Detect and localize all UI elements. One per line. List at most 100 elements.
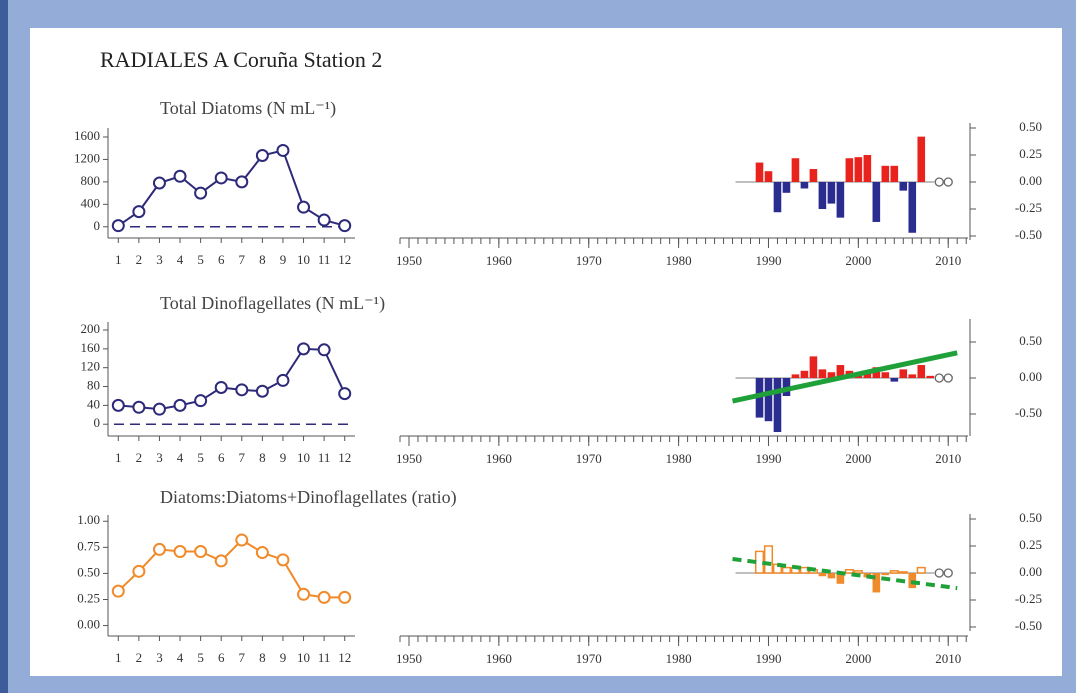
x-tick-label: 1980 (666, 253, 692, 268)
x-tick-label: 2 (136, 252, 143, 267)
y-tick-label: 0.25 (1019, 537, 1042, 552)
y-tick-label: 120 (81, 359, 101, 374)
point (194, 186, 208, 200)
x-tick-label: 1950 (396, 651, 422, 666)
x-tick-label: 2 (136, 450, 143, 465)
x-tick-label: 1 (115, 252, 122, 267)
point (297, 342, 311, 356)
x-tick-label: 11 (318, 650, 331, 665)
y-tick-label: 1600 (74, 128, 100, 143)
x-tick-label: 2000 (845, 651, 871, 666)
x-tick-label: 5 (197, 252, 204, 267)
y-tick-label: 0.00 (1019, 173, 1042, 188)
x-tick-label: 2010 (935, 651, 961, 666)
point (132, 564, 146, 578)
x-tick-label: 1970 (576, 451, 602, 466)
y-tick-label: 0.25 (1019, 146, 1042, 161)
y-tick-label: 0 (94, 218, 101, 233)
y-tick-label: -0.50 (1015, 227, 1042, 242)
missing-marker (943, 568, 953, 578)
x-tick-label: 11 (318, 252, 331, 267)
bar (827, 372, 836, 378)
x-tick-label: 5 (197, 450, 204, 465)
bar (809, 356, 818, 378)
x-tick-label: 1970 (576, 651, 602, 666)
x-tick-label: 12 (338, 450, 351, 465)
missing-marker (934, 177, 944, 187)
x-tick-label: 10 (297, 252, 310, 267)
bar (836, 365, 845, 378)
point (214, 554, 228, 568)
point (214, 380, 228, 394)
y-tick-label: -0.50 (1015, 618, 1042, 633)
x-tick-label: 3 (156, 650, 163, 665)
bar (863, 155, 872, 182)
bar (908, 374, 917, 378)
x-tick-label: 1960 (486, 253, 512, 268)
y-tick-label: -0.50 (1015, 405, 1042, 420)
x-tick-label: 6 (218, 252, 225, 267)
y-tick-label: 1.00 (77, 512, 100, 527)
y-tick-label: 0 (94, 415, 101, 430)
x-tick-label: 1 (115, 650, 122, 665)
x-tick-label: 3 (156, 252, 163, 267)
bar (764, 171, 773, 182)
x-tick-label: 2 (136, 650, 143, 665)
x-tick-label: 9 (280, 450, 287, 465)
x-tick-label: 7 (239, 650, 246, 665)
point (152, 176, 166, 190)
bar (872, 182, 881, 222)
point (317, 590, 331, 604)
bar (754, 550, 765, 574)
bar (872, 573, 881, 593)
point (111, 219, 125, 233)
point (235, 533, 249, 547)
x-tick-label: 1950 (396, 253, 422, 268)
x-tick-label: 8 (259, 450, 266, 465)
bar (773, 182, 782, 213)
x-tick-label: 2000 (845, 253, 871, 268)
bar (773, 378, 782, 432)
point (317, 343, 331, 357)
bar (926, 375, 935, 378)
x-tick-label: 12 (338, 650, 351, 665)
y-tick-label: 80 (87, 378, 100, 393)
x-tick-label: 1990 (755, 451, 781, 466)
missing-marker (934, 373, 944, 383)
point (235, 175, 249, 189)
point (255, 149, 269, 162)
trend-line (732, 556, 958, 591)
y-tick-label: 400 (81, 195, 101, 210)
bar (881, 372, 890, 378)
bar (890, 378, 899, 382)
x-tick-label: 1980 (666, 451, 692, 466)
bar (791, 374, 800, 378)
bar (764, 378, 773, 422)
x-tick-label: 8 (259, 650, 266, 665)
x-tick-label: 1990 (755, 651, 781, 666)
x-tick-label: 4 (177, 450, 184, 465)
bar (899, 182, 908, 191)
x-tick-label: 1980 (666, 651, 692, 666)
x-tick-label: 1970 (576, 253, 602, 268)
missing-marker (943, 177, 953, 187)
chart-subtitle: Total Dinoflagellates (N mL⁻¹) (160, 293, 385, 314)
bar (917, 136, 926, 182)
bar (791, 158, 800, 182)
x-tick-label: 7 (239, 450, 246, 465)
y-tick-label: 0.75 (77, 538, 100, 553)
bar (827, 573, 836, 579)
x-tick-label: 12 (338, 252, 351, 267)
bar (908, 182, 917, 233)
x-tick-label: 4 (177, 252, 184, 267)
trend-line (732, 350, 958, 404)
bar (917, 365, 926, 378)
bar (809, 169, 818, 182)
point (194, 394, 208, 408)
bar (782, 182, 791, 193)
y-tick-label: 160 (81, 340, 101, 355)
x-tick-label: 1960 (486, 651, 512, 666)
bar (836, 573, 845, 584)
bar (763, 545, 774, 574)
